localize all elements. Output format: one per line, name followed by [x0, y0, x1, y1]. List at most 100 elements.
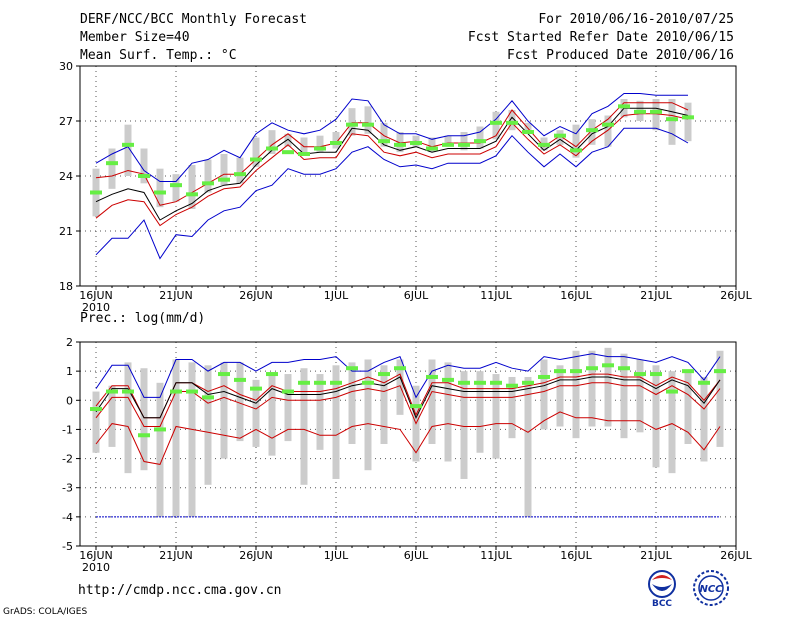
ncc-logo-text: NCC: [699, 584, 723, 595]
gray-bar: [508, 110, 516, 131]
green-mark: [218, 177, 230, 182]
green-mark: [138, 174, 150, 178]
green-mark: [666, 117, 678, 122]
green-mark: [314, 146, 326, 151]
url-text: http://cmdp.ncc.cma.gov.cn: [78, 583, 282, 598]
green-mark: [442, 377, 454, 382]
green-mark: [314, 380, 326, 385]
gray-bar: [364, 106, 372, 134]
y-tick-label: 18: [59, 280, 73, 293]
series-line-ensemble-mean: [95, 107, 689, 221]
gray-bar: [188, 362, 196, 517]
green-mark: [490, 120, 502, 125]
series-line-ensemble-min: [95, 411, 721, 465]
x-tick-label: 6JUL: [404, 289, 429, 302]
gray-bar: [348, 108, 356, 136]
gray-bar: [316, 374, 324, 450]
green-mark: [266, 372, 278, 377]
gray-bar: [604, 347, 612, 427]
gray-bar: [508, 376, 516, 439]
gray-bar: [652, 99, 660, 131]
gray-bar: [172, 359, 180, 517]
y-tick-label: 24: [59, 170, 73, 183]
green-mark: [218, 372, 230, 377]
x-tick-label: 21JUL: [640, 549, 672, 562]
y-tick-label: 1: [66, 365, 73, 378]
green-mark: [378, 372, 390, 377]
green-mark: [682, 115, 694, 120]
gray-bar: [364, 359, 372, 471]
green-mark: [618, 104, 630, 109]
green-mark: [602, 122, 614, 127]
green-mark: [170, 389, 182, 394]
x-tick-label: 1JUL: [324, 289, 349, 302]
y-tick-label: 21: [59, 225, 73, 238]
green-mark: [570, 369, 582, 374]
y-tick-label: 0: [66, 394, 73, 407]
green-mark: [122, 142, 134, 147]
green-mark: [682, 369, 694, 374]
green-mark: [346, 366, 358, 371]
green-mark: [570, 148, 582, 153]
gray-bar: [476, 126, 484, 149]
gray-bar: [284, 374, 292, 442]
gray-bar: [380, 365, 388, 444]
gray-bar: [204, 159, 212, 193]
green-mark: [394, 142, 406, 147]
x-tick-label: 16JUL: [560, 549, 592, 562]
gray-bar: [108, 148, 116, 189]
forecast-period: For 2010/06/16-2010/07/25: [538, 12, 734, 27]
gray-bar: [140, 148, 148, 184]
green-mark: [282, 389, 294, 394]
gray-bar: [572, 124, 580, 158]
gray-bar: [300, 137, 308, 154]
series-line-upper-percentile: [95, 102, 689, 206]
series-line-ensemble-max: [95, 353, 721, 399]
x-tick-label: 21JUL: [640, 289, 672, 302]
green-mark: [90, 190, 102, 195]
x-tick-label: 16JUN: [79, 549, 113, 562]
gray-bar: [108, 385, 116, 447]
green-mark: [602, 363, 614, 368]
gray-bar: [220, 362, 228, 459]
gray-bar: [620, 353, 628, 439]
green-mark: [458, 380, 470, 385]
green-mark: [714, 369, 726, 374]
gray-bar: [124, 124, 132, 176]
y-tick-label: 30: [59, 60, 73, 73]
green-mark: [586, 128, 598, 133]
green-mark: [490, 380, 502, 385]
green-mark: [378, 139, 390, 144]
green-mark: [458, 142, 470, 147]
green-mark: [538, 374, 550, 379]
gray-bar: [652, 365, 660, 468]
bcc-logo: BCC: [648, 570, 676, 608]
gray-bar: [428, 137, 436, 153]
green-mark: [426, 146, 438, 151]
gray-bar: [572, 350, 580, 439]
green-mark: [506, 120, 518, 125]
green-mark: [698, 380, 710, 385]
x-tick-label: 16JUL: [560, 289, 592, 302]
series-line-lower-percentile: [95, 113, 689, 227]
x-tick-label: 21JUN: [159, 549, 193, 562]
gray-bar: [204, 365, 212, 485]
panel-2: -5 -4 -3 -2 -1 0 1 2 16JUN 21JUN 26JUN 1JUL 6JUL 11JU…: [62, 336, 753, 574]
green-mark: [426, 374, 438, 379]
gray-bar: [476, 371, 484, 453]
x-tick-label: 16JUN: [79, 289, 113, 302]
gray-bar: [716, 350, 724, 447]
green-mark: [202, 181, 214, 186]
gray-bar: [188, 165, 196, 209]
y-tick-label: -5: [62, 540, 73, 553]
ncc-logo: NCC: [693, 570, 729, 606]
x-tick-label: 26JUN: [239, 549, 273, 562]
gray-bar: [236, 157, 244, 184]
green-mark: [234, 377, 246, 382]
plot-frame: [79, 341, 737, 547]
gray-bar: [444, 135, 452, 145]
green-mark: [554, 369, 566, 374]
gray-bar: [700, 376, 708, 462]
green-mark: [522, 380, 534, 385]
